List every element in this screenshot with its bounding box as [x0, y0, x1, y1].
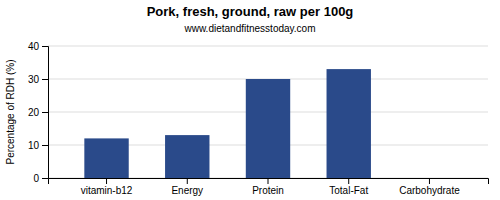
- y-tick-label: 30: [28, 74, 40, 85]
- y-tick: 0: [33, 173, 48, 184]
- y-tick-mark: [42, 178, 48, 179]
- x-tick: Energy: [171, 178, 203, 196]
- x-tick-mark: [429, 178, 430, 184]
- y-tick-label: 0: [33, 173, 39, 184]
- y-axis-title: Percentage of RDH (%): [5, 59, 16, 164]
- chart-svg: Pork, fresh, ground, raw per 100g www.die…: [0, 0, 500, 200]
- bar: [407, 178, 451, 179]
- y-tick-label: 20: [28, 107, 40, 118]
- x-tick: vitamin-b12: [81, 178, 133, 196]
- y-tick-mark: [42, 46, 48, 47]
- y-tick-mark: [42, 79, 48, 80]
- x-tick-label: Energy: [171, 185, 203, 196]
- bar: [327, 69, 371, 178]
- bar: [165, 135, 209, 178]
- x-tick-label: vitamin-b12: [81, 185, 133, 196]
- x-tick-mark: [348, 178, 349, 184]
- y-tick-label: 10: [28, 140, 40, 151]
- chart-title: Pork, fresh, ground, raw per 100g: [147, 4, 354, 19]
- x-tick: Protein: [252, 178, 284, 196]
- grid-line: [48, 46, 488, 47]
- grid: [48, 46, 488, 178]
- y-tick: 20: [28, 107, 48, 118]
- chart-subtitle: www.dietandfitnesstoday.com: [184, 23, 316, 34]
- y-tick-mark: [42, 112, 48, 113]
- y-axis: 0 10 20 30 40: [28, 41, 49, 184]
- x-axis-line: [49, 179, 489, 185]
- x-tick-label: Total-Fat: [329, 185, 368, 196]
- x-tick-mark: [268, 178, 269, 184]
- x-tick-mark: [187, 178, 188, 184]
- x-tick-label: Carbohydrate: [399, 185, 460, 196]
- y-tick: 30: [28, 74, 48, 85]
- plot-area: 0 10 20 30 40 vitamin-b12 Energy Protein Total-F…: [5, 41, 489, 196]
- x-tick: Carbohydrate: [399, 178, 460, 196]
- bar: [84, 138, 128, 178]
- x-tick: Total-Fat: [329, 178, 368, 196]
- y-axis-line: [42, 47, 49, 179]
- y-tick: 40: [28, 41, 48, 52]
- y-tick-label: 40: [28, 41, 40, 52]
- y-tick: 10: [28, 140, 48, 151]
- y-tick-mark: [42, 145, 48, 146]
- bar: [246, 79, 290, 178]
- x-axis: vitamin-b12 Energy Protein Total-Fat Carbohy…: [49, 178, 489, 196]
- chart-container: Pork, fresh, ground, raw per 100g www.die…: [0, 0, 500, 200]
- x-tick-label: Protein: [252, 185, 284, 196]
- bars: [84, 69, 371, 178]
- x-tick-mark: [106, 178, 107, 184]
